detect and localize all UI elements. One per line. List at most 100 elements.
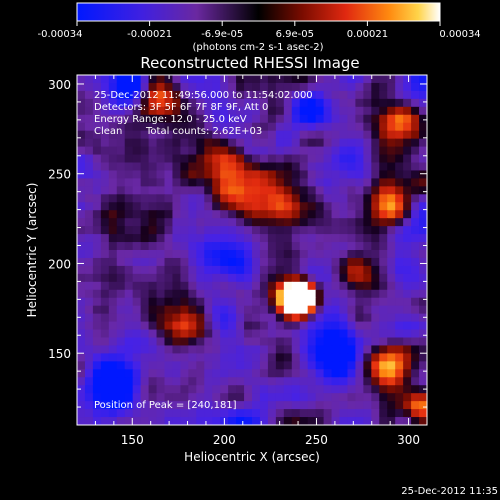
heatmap-cell <box>132 369 142 378</box>
heatmap-cell <box>212 170 221 180</box>
heatmap-cell <box>291 162 301 172</box>
heatmap-cell <box>275 82 285 92</box>
heatmap-cell <box>339 313 349 323</box>
heatmap-cell <box>363 361 372 370</box>
heatmap-cell <box>77 305 86 315</box>
heatmap-cell <box>124 353 134 362</box>
heatmap-cell <box>164 321 174 331</box>
heatmap-cell <box>140 202 150 211</box>
heatmap-cell <box>204 226 213 235</box>
heatmap-cell <box>363 321 372 331</box>
heatmap-cell <box>92 82 102 92</box>
heatmap-cell <box>355 234 364 243</box>
heatmap-cell <box>124 401 134 410</box>
heatmap-cell <box>180 186 189 195</box>
heatmap-cell <box>196 90 205 100</box>
heatmap-cell <box>379 242 388 251</box>
heatmap-cell <box>124 90 134 100</box>
heatmap-cell <box>252 122 261 132</box>
heatmap-cell <box>283 369 293 378</box>
heatmap-cell <box>220 210 229 219</box>
heatmap-cell <box>379 321 388 331</box>
heatmap-cell <box>196 146 205 156</box>
heatmap-cell <box>371 250 380 259</box>
heatmap-cell <box>228 313 237 323</box>
heatmap-cell <box>379 361 388 370</box>
heatmap-cell <box>116 122 126 132</box>
heatmap-cell <box>220 178 229 187</box>
heatmap-cell <box>77 361 86 370</box>
heatmap-cell <box>84 345 94 355</box>
heatmap-cell <box>379 162 388 172</box>
heatmap-cell <box>379 297 388 307</box>
heatmap-cell <box>379 289 388 299</box>
heatmap-cell <box>196 234 205 243</box>
heatmap-cell <box>323 234 333 243</box>
heatmap-cell <box>355 377 364 386</box>
heatmap-cell <box>124 162 134 172</box>
heatmap-cell <box>108 98 118 108</box>
heatmap-cell <box>419 250 427 259</box>
heatmap-cell <box>379 82 388 92</box>
heatmap-cell <box>419 345 427 355</box>
heatmap-cell <box>188 289 197 299</box>
y-tick-label: 200 <box>48 257 71 271</box>
heatmap-cell <box>259 90 269 100</box>
heatmap-cell <box>92 361 102 370</box>
heatmap-cell <box>355 337 364 347</box>
heatmap-cell <box>347 186 357 195</box>
heatmap-cell <box>339 170 349 180</box>
heatmap-cell <box>291 186 301 195</box>
heatmap-cell <box>395 146 404 156</box>
heatmap-cell <box>387 122 396 132</box>
heatmap-cell <box>92 385 102 394</box>
heatmap-cell <box>132 297 142 307</box>
heatmap-cell <box>267 250 277 259</box>
heatmap-cell <box>180 281 189 291</box>
heatmap-cell <box>156 138 166 148</box>
heatmap-cell <box>323 194 333 203</box>
heatmap-cell <box>259 226 269 235</box>
heatmap-cell <box>315 242 325 251</box>
heatmap-cell <box>180 305 189 315</box>
heatmap-cell <box>148 361 158 370</box>
heatmap-cell <box>387 297 396 307</box>
heatmap-cell <box>132 409 142 418</box>
heatmap-cell <box>244 114 253 124</box>
heatmap-cell <box>132 353 142 362</box>
heatmap-cell <box>156 321 166 331</box>
heatmap-cell <box>236 90 245 100</box>
heatmap-cell <box>116 345 126 355</box>
heatmap-cell <box>355 122 364 132</box>
heatmap-cell <box>283 130 293 140</box>
heatmap-cell <box>315 138 325 148</box>
heatmap-cell <box>395 273 404 283</box>
heatmap-cell <box>291 82 301 92</box>
heatmap-cell <box>180 98 189 108</box>
heatmap-cell <box>339 289 349 299</box>
heatmap-cell <box>331 162 341 172</box>
heatmap-cell <box>347 162 357 172</box>
heatmap-cell <box>116 417 126 425</box>
heatmap-cell <box>331 393 341 402</box>
heatmap-cell <box>299 369 309 378</box>
heatmap-cell <box>252 409 261 418</box>
heatmap-cell <box>387 281 396 291</box>
heatmap-cell <box>228 234 237 243</box>
heatmap-cell <box>116 210 126 219</box>
heatmap-cell <box>116 361 126 370</box>
heatmap-cell <box>379 218 388 227</box>
heatmap-cell <box>363 202 372 211</box>
heatmap-cell <box>212 250 221 259</box>
heatmap-cell <box>84 106 94 116</box>
heatmap-cell <box>84 257 94 267</box>
heatmap-cell <box>307 313 317 323</box>
heatmap-cell <box>212 202 221 211</box>
heatmap-cell <box>172 321 182 331</box>
heatmap-cell <box>148 409 158 418</box>
heatmap-cell <box>379 313 388 323</box>
heatmap-cell <box>307 345 317 355</box>
heatmap-cell <box>252 313 261 323</box>
heatmap-cell <box>275 234 285 243</box>
heatmap-cell <box>331 329 341 339</box>
